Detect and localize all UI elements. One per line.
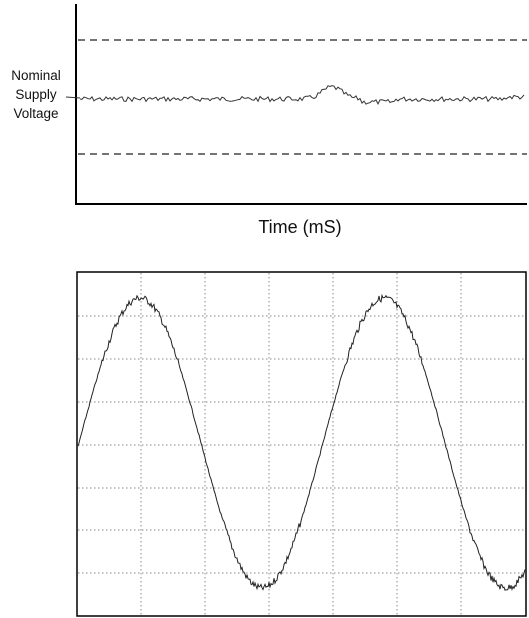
nominal-label-line3: Voltage <box>13 106 58 121</box>
top-panel: Nominal Supply Voltage Time (mS) <box>11 4 527 237</box>
time-axis-label: Time (mS) <box>258 217 341 237</box>
nominal-label-line1: Nominal <box>11 68 61 83</box>
bottom-panel <box>76 271 527 617</box>
nominal-label-line2: Supply <box>15 87 57 102</box>
nominal-leader-line <box>65 96 81 99</box>
supply-voltage-trace <box>79 85 525 106</box>
scope-frame <box>76 271 527 617</box>
sine-waveform-trace <box>77 293 526 592</box>
scope-grid <box>78 273 525 615</box>
